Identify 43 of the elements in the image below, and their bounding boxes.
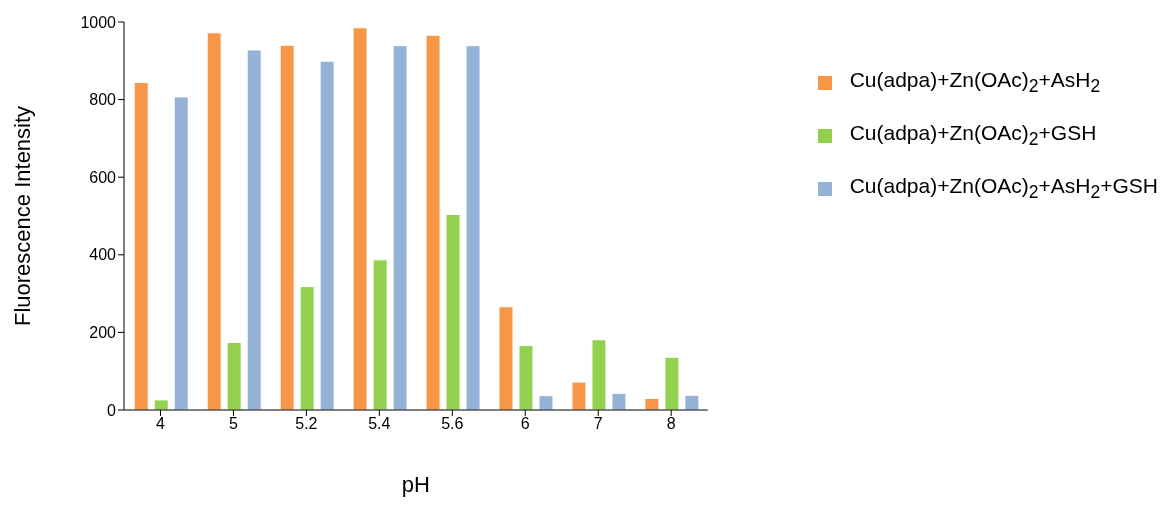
bar: [425, 34, 441, 410]
x-tick-label: 4: [156, 415, 166, 433]
bar: [133, 82, 149, 410]
bar: [571, 381, 587, 410]
bar: [299, 286, 315, 410]
x-axis-title: pH: [401, 472, 430, 497]
bar: [173, 96, 189, 410]
y-axis-title: Fluorescence Intensity: [9, 105, 35, 326]
bar: [611, 392, 627, 410]
bar: [279, 44, 295, 410]
x-tick-label: 7: [593, 415, 603, 433]
y-tick-label: 800: [89, 91, 117, 109]
bar: [392, 45, 408, 410]
bar: [352, 27, 368, 410]
x-tick-label: 8: [666, 415, 676, 433]
bar: [664, 356, 680, 410]
bar: [372, 259, 388, 410]
bar: [445, 213, 461, 410]
y-tick-label: 600: [89, 168, 117, 186]
y-tick-label: 0: [107, 401, 117, 419]
x-tick-label: 5.4: [368, 415, 391, 433]
bar: [644, 397, 660, 410]
x-tick-label: 5.6: [441, 415, 464, 433]
bar: [591, 339, 607, 410]
x-tick-label: 5: [228, 415, 238, 433]
bar: [246, 49, 262, 410]
legend-label: Cu(adpa)+Zn(OAc)$_{2}$+GSH: [849, 121, 1097, 151]
bar: [684, 394, 700, 410]
legend-label: Cu(adpa)+Zn(OAc)$_{2}$+AsH$_{2}$+GSH: [849, 174, 1158, 204]
x-tick-label: 6: [520, 415, 530, 433]
bar: [226, 341, 242, 410]
bar: [518, 345, 534, 410]
y-tick-label: 400: [89, 246, 117, 264]
bar: [498, 306, 514, 410]
bar: [153, 399, 169, 410]
y-tick-label: 200: [89, 324, 117, 342]
bar: [206, 32, 222, 410]
bar: [465, 45, 481, 410]
y-tick-label: 1000: [80, 13, 117, 31]
x-tick-label: 5.2: [295, 415, 318, 433]
bar: [538, 395, 554, 410]
legend-label: Cu(adpa)+Zn(OAc)$_{2}$+AsH$_{2}$: [849, 68, 1101, 98]
bar: [319, 60, 335, 410]
